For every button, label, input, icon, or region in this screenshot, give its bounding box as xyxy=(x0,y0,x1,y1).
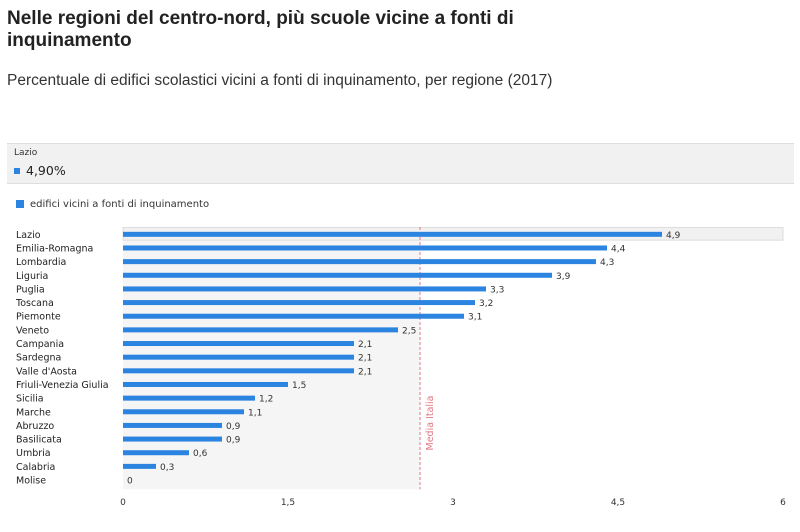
tooltip-swatch xyxy=(14,168,20,174)
category-label: Calabria xyxy=(16,462,55,473)
x-tick-label: 6 xyxy=(780,498,786,508)
x-tick-label: 0 xyxy=(120,498,126,508)
bar xyxy=(123,259,596,265)
category-label: Sardegna xyxy=(16,353,61,364)
legend-swatch xyxy=(16,200,24,208)
value-label: 3,2 xyxy=(479,299,493,309)
bar xyxy=(123,436,222,442)
value-label: 4,9 xyxy=(666,231,681,241)
bar xyxy=(123,463,156,469)
category-label: Emilia-Romagna xyxy=(16,243,93,254)
reference-line-label: Media Italia xyxy=(425,395,436,450)
chart-title: Nelle regioni del centro-nord, più scuol… xyxy=(7,8,514,51)
value-label: 0,3 xyxy=(160,463,174,473)
value-label: 3,3 xyxy=(490,285,504,295)
category-label: Lombardia xyxy=(16,257,66,268)
category-label: Lazio xyxy=(16,230,41,241)
bar xyxy=(123,231,662,237)
value-label: 2,5 xyxy=(402,326,416,336)
value-label: 3,1 xyxy=(468,313,482,323)
bar xyxy=(123,272,552,278)
category-label: Sicilia xyxy=(16,394,44,405)
x-tick-label: 1,5 xyxy=(281,498,295,508)
category-label: Abruzzo xyxy=(16,421,54,432)
bar xyxy=(123,341,354,347)
value-label: 1,5 xyxy=(292,381,306,391)
category-label: Campania xyxy=(16,339,64,350)
category-label: Umbria xyxy=(16,448,51,459)
bar xyxy=(123,422,222,428)
bar xyxy=(123,409,244,415)
x-tick-label: 3 xyxy=(450,498,456,508)
category-label: Puglia xyxy=(16,284,45,295)
tooltip-region: Lazio xyxy=(14,148,38,158)
category-label: Toscana xyxy=(15,298,54,309)
value-label: 2,1 xyxy=(358,340,372,350)
category-label: Piemonte xyxy=(16,312,61,323)
chart-subtitle: Percentuale di edifici scolastici vicini… xyxy=(7,72,553,89)
value-label: 0,9 xyxy=(226,422,241,432)
legend[interactable]: edifici vicini a fonti di inquinamento xyxy=(16,199,209,210)
bar xyxy=(123,327,398,333)
bar xyxy=(123,245,607,251)
category-label: Basilicata xyxy=(16,435,62,446)
bar xyxy=(123,395,255,401)
value-label: 0 xyxy=(127,477,133,487)
value-label: 4,3 xyxy=(600,258,614,268)
bar xyxy=(123,286,486,292)
bar xyxy=(123,313,464,319)
bar xyxy=(123,368,354,374)
bar xyxy=(123,381,288,387)
legend-label: edifici vicini a fonti di inquinamento xyxy=(30,199,210,210)
value-label: 4,4 xyxy=(611,244,626,254)
category-label: Molise xyxy=(16,476,46,487)
value-label: 3,9 xyxy=(556,272,571,282)
value-label: 2,1 xyxy=(358,367,372,377)
value-label: 0,6 xyxy=(193,449,208,459)
bar xyxy=(123,450,189,456)
category-label: Valle d'Aosta xyxy=(16,366,77,377)
category-label: Marche xyxy=(16,407,51,418)
value-label: 0,9 xyxy=(226,436,241,446)
tooltip-value: 4,90% xyxy=(26,163,66,178)
category-label: Liguria xyxy=(16,271,48,282)
category-label: Friuli-Venezia Giulia xyxy=(16,380,109,391)
category-label: Veneto xyxy=(16,325,49,336)
hover-tooltip: Lazio 4,90% xyxy=(7,143,794,184)
value-label: 2,1 xyxy=(358,354,372,364)
value-label: 1,1 xyxy=(248,408,262,418)
value-label: 1,2 xyxy=(259,395,273,405)
bar xyxy=(123,354,354,360)
bar xyxy=(123,300,475,306)
x-tick-label: 4,5 xyxy=(611,498,625,508)
